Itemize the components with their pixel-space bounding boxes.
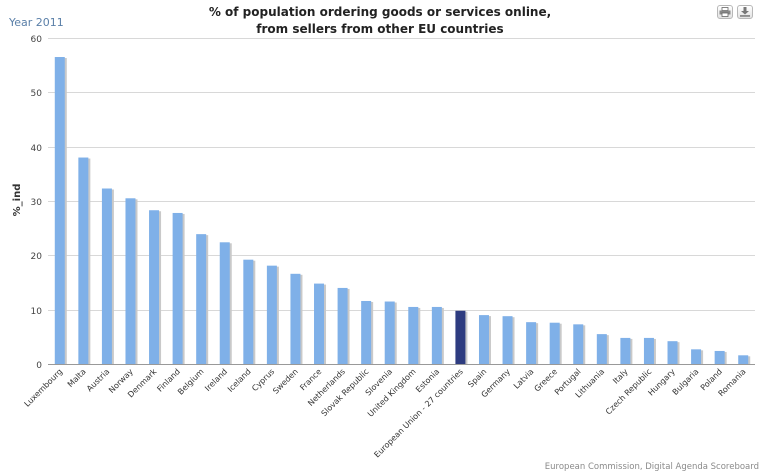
x-tick-label: Italy	[611, 367, 630, 386]
year-label: Year 2011	[9, 16, 64, 29]
bar-highlighted[interactable]	[455, 310, 466, 364]
y-axis-ticks: 0 10 20 30 40 50 60	[31, 35, 43, 371]
y-tick-label: 20	[31, 252, 43, 262]
bar[interactable]	[408, 306, 419, 364]
bar[interactable]	[149, 210, 160, 364]
bar[interactable]	[290, 273, 301, 364]
bar[interactable]	[549, 322, 560, 364]
bar[interactable]	[78, 157, 89, 364]
bar[interactable]	[478, 315, 489, 364]
x-tick-label: Sweden	[271, 367, 300, 396]
bar[interactable]	[337, 287, 348, 364]
bar[interactable]	[219, 242, 230, 364]
bar[interactable]	[738, 355, 749, 364]
bar[interactable]	[431, 306, 442, 364]
bar[interactable]	[172, 212, 183, 364]
x-tick-label: Luxembourg	[23, 367, 65, 409]
bar[interactable]	[643, 337, 654, 364]
y-tick-label: 30	[31, 198, 43, 208]
bar[interactable]	[526, 322, 537, 364]
x-tick-label: Ireland	[203, 367, 229, 393]
bar[interactable]	[266, 265, 277, 364]
bar[interactable]	[54, 57, 65, 365]
y-tick-label: 60	[31, 35, 43, 45]
bar[interactable]	[125, 198, 136, 364]
bar[interactable]	[667, 341, 678, 364]
bar[interactable]	[620, 337, 631, 364]
chart-title-line2: from sellers from other EU countries	[256, 22, 504, 36]
bar[interactable]	[361, 300, 372, 364]
chart-title-line1: % of population ordering goods or servic…	[208, 5, 552, 19]
print-button[interactable]	[717, 5, 733, 19]
y-tick-label: 40	[31, 144, 43, 154]
print-icon	[719, 7, 731, 17]
bar[interactable]	[196, 234, 207, 364]
x-tick-label: Iceland	[226, 367, 253, 394]
download-icon	[740, 7, 750, 17]
bar[interactable]	[384, 301, 395, 364]
chart-title: % of population ordering goods or servic…	[170, 4, 590, 38]
bar[interactable]	[596, 334, 607, 364]
y-tick-label: 0	[36, 361, 42, 371]
y-axis-label: %_ind	[12, 184, 23, 217]
x-tick-label: Bulgaria	[671, 367, 701, 397]
x-axis-ticks: Luxembourg MaltaAustriaNorwayDenmarkFinla…	[23, 367, 748, 460]
export-button[interactable]	[737, 5, 753, 19]
source-credit: European Commission, Digital Agenda Scor…	[544, 462, 759, 472]
bar[interactable]	[691, 349, 702, 364]
x-tick-label: Malta	[66, 367, 88, 389]
bar[interactable]	[243, 259, 254, 364]
bar[interactable]	[573, 324, 584, 364]
x-tick-label: Belgium	[176, 367, 206, 397]
bar[interactable]	[101, 188, 112, 364]
bar[interactable]	[502, 316, 513, 364]
x-tick-label: Spain	[466, 367, 488, 389]
bars	[54, 57, 751, 365]
y-tick-label: 50	[31, 89, 43, 99]
bar[interactable]	[714, 350, 725, 364]
bar[interactable]	[314, 283, 325, 364]
y-tick-label: 10	[31, 307, 43, 317]
